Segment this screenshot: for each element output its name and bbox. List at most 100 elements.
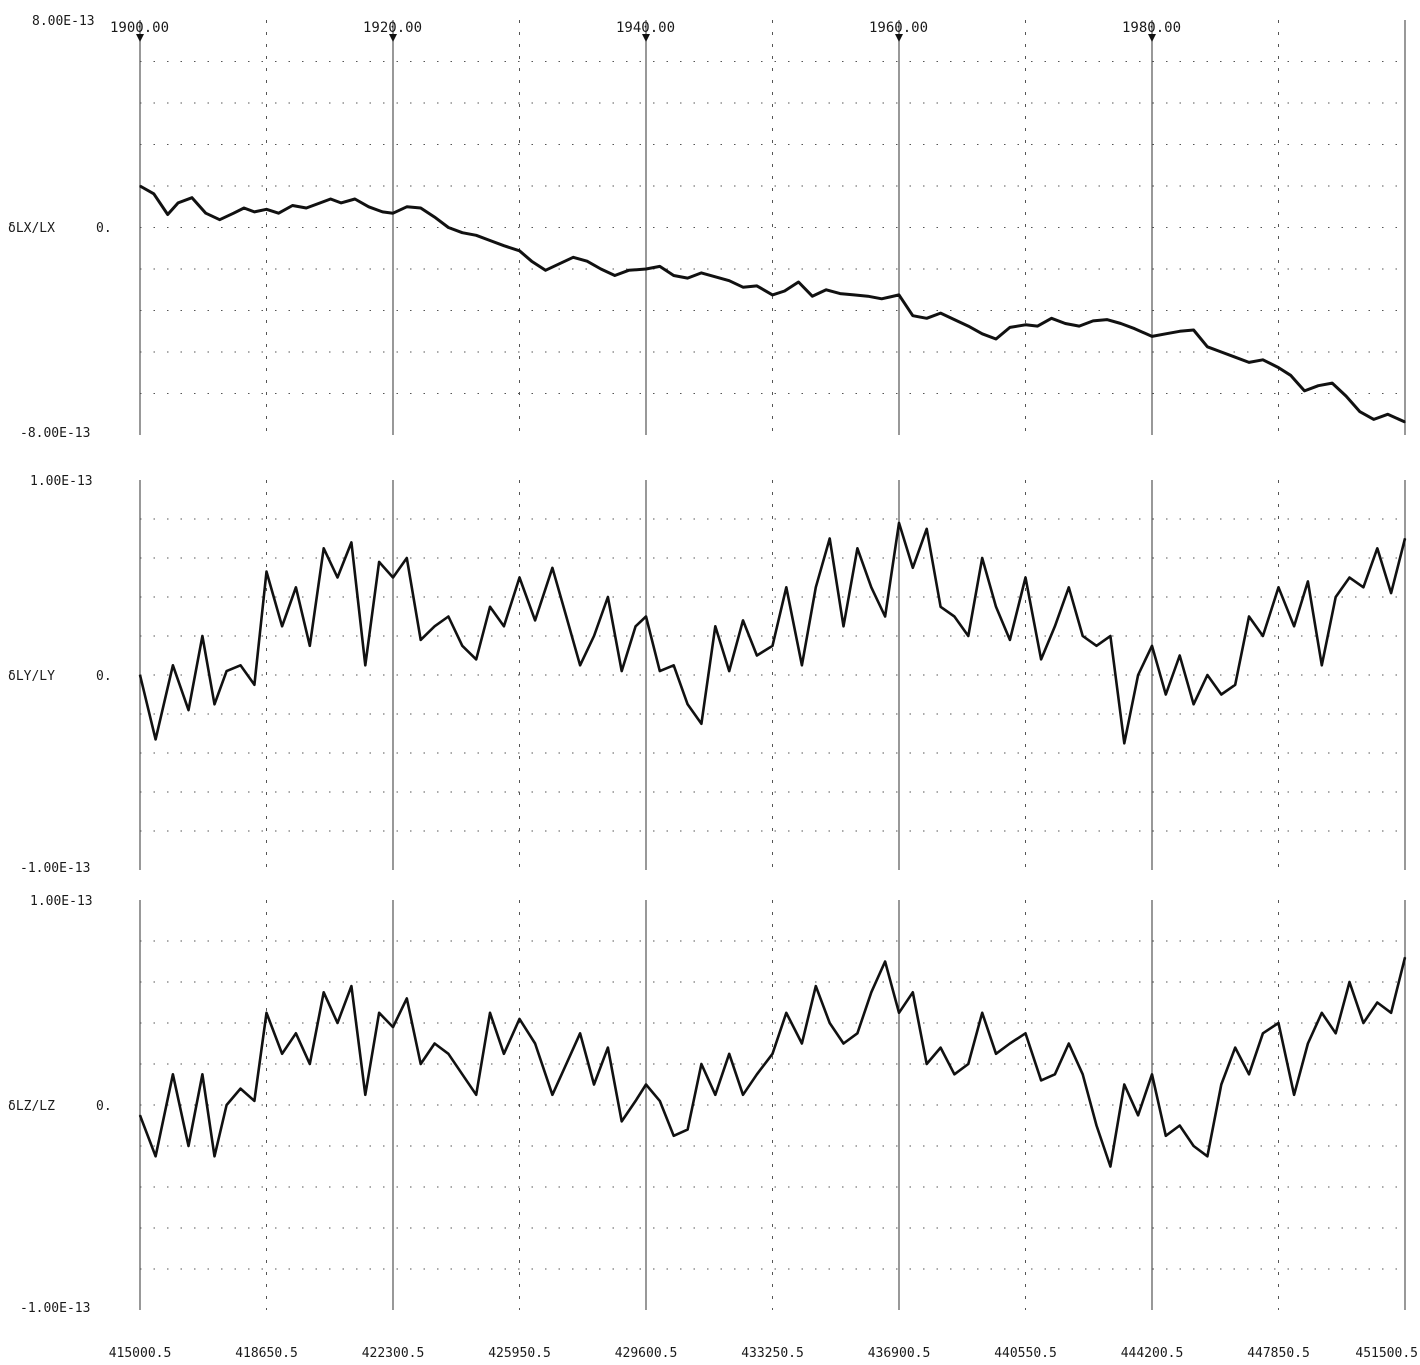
data-point bbox=[191, 196, 193, 199]
data-point bbox=[1040, 1079, 1042, 1082]
top-axis-arrow bbox=[1148, 34, 1156, 42]
data-point bbox=[1137, 1114, 1139, 1117]
data-point bbox=[1009, 326, 1011, 329]
data-point bbox=[686, 1128, 689, 1131]
data-point bbox=[253, 1100, 256, 1102]
data-point bbox=[995, 1052, 997, 1055]
data-point bbox=[1109, 1165, 1112, 1168]
data-point bbox=[265, 1011, 268, 1014]
data-point bbox=[172, 1073, 174, 1076]
data-point bbox=[1386, 413, 1389, 416]
data-point bbox=[714, 625, 717, 628]
data-point bbox=[1151, 1073, 1153, 1076]
data-point bbox=[870, 586, 873, 589]
data-point bbox=[880, 298, 883, 300]
data-point bbox=[1206, 1155, 1209, 1158]
data-point bbox=[828, 537, 831, 540]
data-point bbox=[1390, 1011, 1392, 1014]
data-point bbox=[645, 268, 647, 270]
data-point bbox=[1036, 325, 1039, 327]
data-point bbox=[1009, 639, 1011, 641]
x-tick-label: 425950.5 bbox=[488, 1346, 551, 1361]
data-point bbox=[825, 288, 828, 291]
data-point bbox=[1178, 654, 1181, 657]
data-point bbox=[756, 1073, 758, 1076]
data-point bbox=[686, 277, 689, 279]
data-point bbox=[475, 234, 477, 237]
data-point bbox=[253, 211, 256, 213]
top-axis-arrow bbox=[136, 34, 144, 42]
data-point bbox=[177, 202, 179, 204]
data-point bbox=[967, 325, 970, 327]
data-point bbox=[815, 586, 817, 589]
data-point bbox=[447, 1052, 450, 1055]
data-point bbox=[1165, 693, 1167, 696]
data-point bbox=[1277, 1022, 1280, 1024]
top-time-axis: 1900.00 1920.00 1940.00 1960.00 1980.00 bbox=[110, 20, 1181, 42]
data-point bbox=[1362, 586, 1365, 589]
data-point bbox=[153, 192, 155, 195]
data-point bbox=[354, 198, 356, 200]
data-point bbox=[1109, 635, 1112, 637]
data-point bbox=[551, 1093, 554, 1096]
data-point bbox=[1054, 1073, 1056, 1076]
data-point bbox=[1009, 1042, 1011, 1045]
data-point bbox=[1081, 1073, 1084, 1076]
data-point bbox=[1307, 580, 1309, 583]
data-point bbox=[1178, 1124, 1181, 1127]
top-axis-label: 1940.00 bbox=[616, 20, 675, 36]
data-point bbox=[518, 576, 521, 579]
data-point bbox=[1331, 382, 1334, 384]
data-point bbox=[305, 207, 308, 209]
data-point bbox=[319, 202, 322, 204]
data-point bbox=[419, 639, 422, 641]
data-point bbox=[1206, 346, 1209, 348]
series-line bbox=[138, 957, 1407, 1168]
data-point bbox=[201, 635, 204, 637]
data-point bbox=[1317, 384, 1320, 387]
data-point bbox=[475, 658, 477, 661]
top-axis-label: 1980.00 bbox=[1122, 20, 1181, 36]
data-point bbox=[277, 212, 280, 215]
data-point bbox=[281, 1052, 283, 1055]
data-point bbox=[225, 670, 228, 672]
data-point bbox=[801, 1042, 803, 1045]
data-point bbox=[728, 1052, 730, 1055]
data-point bbox=[1024, 576, 1027, 579]
data-point bbox=[1123, 742, 1126, 745]
data-point bbox=[1165, 333, 1167, 335]
data-point bbox=[672, 1134, 675, 1137]
data-point bbox=[981, 1011, 983, 1014]
data-point bbox=[253, 683, 256, 686]
data-point bbox=[634, 1100, 637, 1102]
data-point bbox=[620, 670, 623, 672]
data-point bbox=[607, 596, 609, 598]
data-point bbox=[243, 207, 245, 209]
data-point bbox=[1307, 1042, 1309, 1045]
data-point bbox=[154, 738, 157, 741]
data-point bbox=[627, 269, 630, 272]
data-point bbox=[785, 1011, 788, 1014]
x-tick-label: 444200.5 bbox=[1121, 1346, 1184, 1361]
data-point bbox=[336, 1022, 339, 1024]
data-point bbox=[447, 615, 450, 618]
data-point bbox=[700, 272, 703, 274]
data-point bbox=[1050, 317, 1053, 320]
data-point bbox=[1376, 547, 1379, 550]
data-point bbox=[797, 281, 800, 283]
data-point bbox=[336, 576, 339, 579]
data-point bbox=[1321, 664, 1323, 667]
x-tick-label: 418650.5 bbox=[235, 1346, 298, 1361]
data-point bbox=[756, 285, 758, 287]
data-point bbox=[295, 1032, 297, 1035]
data-point bbox=[953, 318, 956, 321]
data-point bbox=[1192, 1145, 1195, 1147]
y-min-label: -8.00E-13 bbox=[20, 426, 90, 441]
data-point bbox=[898, 294, 900, 296]
data-point bbox=[939, 312, 942, 314]
data-point bbox=[1277, 366, 1280, 369]
data-point bbox=[534, 1042, 536, 1045]
zero-label: 0. bbox=[96, 1099, 112, 1114]
data-point bbox=[350, 541, 353, 544]
data-point bbox=[544, 269, 547, 272]
